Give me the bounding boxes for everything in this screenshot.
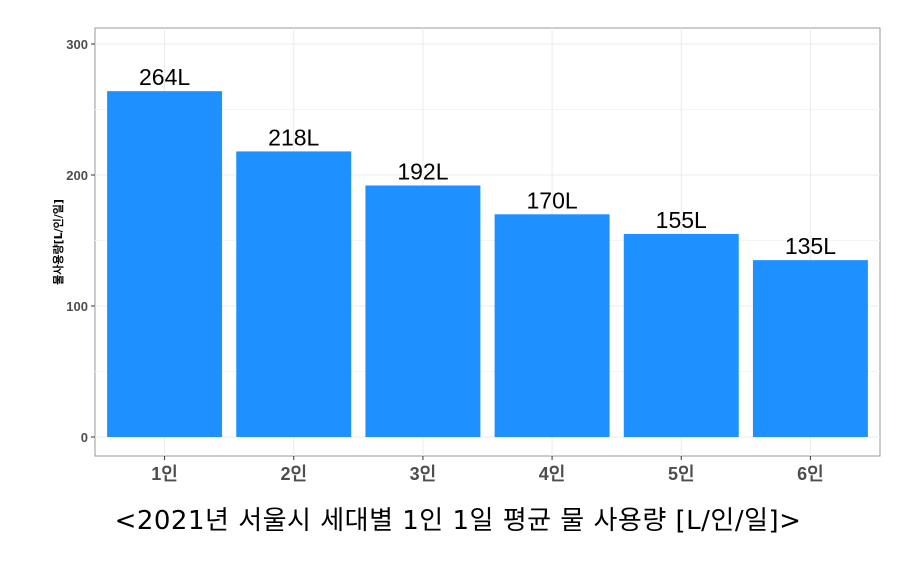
bar-value-label: 192L (397, 158, 448, 184)
bar-chart: 264L 218L 192L 170L 155L 135L 0 100 200 300 1인 2인 3… (51, 27, 881, 484)
bar (623, 233, 739, 437)
bar-value-label: 170L (526, 187, 577, 213)
x-tick-label: 3인 (410, 464, 437, 484)
y-axis-title: 물사용량[L/인/일] (51, 199, 65, 285)
bar-value-label: 264L (139, 64, 190, 90)
bar-value-label: 218L (268, 124, 319, 150)
x-tick-label: 6인 (797, 464, 824, 484)
y-tick-label: 100 (66, 299, 88, 314)
bar (365, 185, 481, 437)
bar (236, 151, 352, 438)
chart-caption: <2021년 서울시 세대별 1인 1일 평균 물 사용량 [L/인/일]> (114, 506, 802, 536)
x-tick-label: 1인 (151, 464, 178, 484)
y-tick-label: 300 (66, 37, 88, 52)
y-tick-label: 0 (81, 430, 88, 445)
bar (494, 214, 610, 437)
x-tick-label: 4인 (539, 464, 566, 484)
bar-value-label: 155L (656, 207, 707, 233)
bar (752, 260, 868, 437)
y-tick-label: 200 (66, 168, 88, 183)
x-tick-label: 5인 (668, 464, 695, 484)
axis-ticks: 0 100 200 300 1인 2인 3인 4인 5인 6인 (66, 37, 823, 484)
bars: 264L 218L 192L 170L 155L 135L (107, 64, 868, 438)
plot-panel (94, 27, 881, 457)
x-tick-label: 2인 (280, 464, 307, 484)
bar-value-label: 135L (785, 233, 836, 259)
bar (107, 91, 223, 437)
